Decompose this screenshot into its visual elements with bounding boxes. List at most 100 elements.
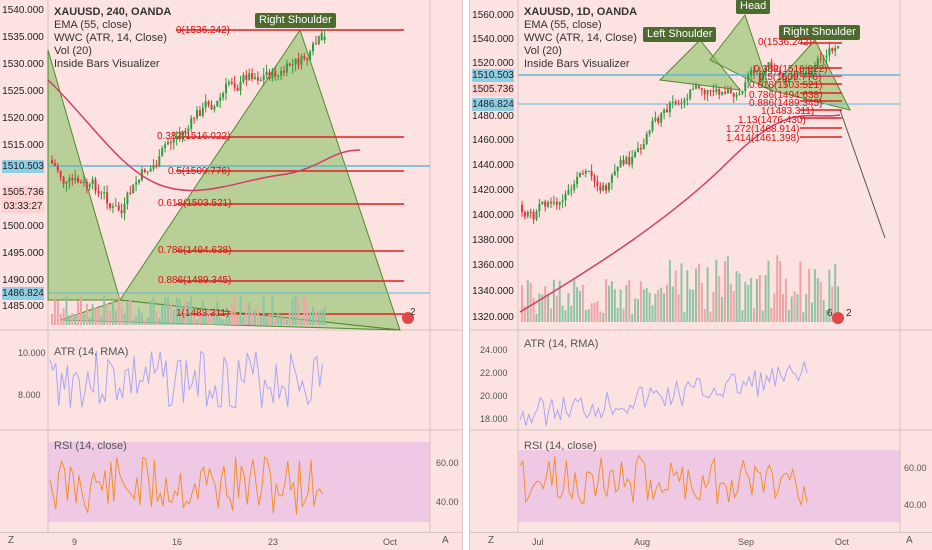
candle-body bbox=[782, 73, 784, 78]
volume-bar bbox=[718, 275, 721, 322]
right-price-tick: 1460.000 bbox=[472, 135, 514, 146]
left-date-tick: 16 bbox=[172, 537, 183, 547]
rsi-band bbox=[518, 450, 900, 522]
volume-bar bbox=[97, 309, 100, 325]
candle-body bbox=[254, 77, 256, 79]
right-vol-label[interactable]: Vol (20) bbox=[524, 45, 562, 57]
right-rsi-label[interactable]: RSI (14, close) bbox=[524, 440, 597, 452]
candle-body bbox=[831, 48, 834, 51]
left-auto-scale-button[interactable]: A bbox=[442, 535, 449, 546]
left-rsi-label[interactable]: RSI (14, close) bbox=[54, 440, 127, 452]
left-vol-label[interactable]: Vol (20) bbox=[54, 45, 92, 57]
candle-body bbox=[634, 151, 637, 157]
right-wwc-label[interactable]: WWC (ATR, 14, Close) bbox=[524, 32, 637, 44]
candle-body bbox=[648, 130, 651, 134]
right-ema-label[interactable]: EMA (55, close) bbox=[524, 19, 602, 31]
left-price-tick: 1500.000 bbox=[2, 221, 44, 232]
candle-body bbox=[564, 194, 567, 201]
left-zoom-button[interactable]: Z bbox=[8, 535, 15, 546]
volume-bar bbox=[700, 282, 703, 322]
volume-bar bbox=[622, 308, 625, 322]
right-ibv-label[interactable]: Inside Bars Visualizer bbox=[524, 58, 630, 70]
left-fib-label: 0.618(1503.521) bbox=[158, 198, 232, 209]
candle-body bbox=[686, 98, 689, 100]
candle-body bbox=[805, 71, 808, 74]
volume-bar bbox=[152, 296, 155, 325]
candle-body bbox=[695, 85, 697, 89]
candle-body bbox=[567, 190, 570, 195]
candle-body bbox=[132, 184, 135, 194]
left-ibv-label[interactable]: Inside Bars Visualizer bbox=[54, 58, 160, 70]
right-atr-label[interactable]: ATR (14, RMA) bbox=[524, 338, 599, 350]
left-ema-label[interactable]: EMA (55, close) bbox=[54, 19, 132, 31]
candle-body bbox=[599, 186, 602, 191]
left-chart-canvas[interactable] bbox=[0, 0, 462, 550]
volume-bar bbox=[268, 313, 271, 325]
candle-body bbox=[828, 48, 831, 56]
candle-body bbox=[178, 134, 181, 137]
right-chart-pane[interactable]: XAUUSD, 1D, OANDA EMA (55, close) WWC (A… bbox=[470, 0, 932, 550]
candle-body bbox=[596, 181, 599, 187]
volume-bar bbox=[813, 269, 816, 322]
candle-body bbox=[753, 69, 755, 74]
candle-body bbox=[161, 148, 164, 157]
left-fib-label: 0(1536.242) bbox=[176, 25, 230, 36]
pane-divider[interactable] bbox=[462, 0, 470, 550]
volume-bar bbox=[668, 260, 671, 322]
left-time-axis[interactable]: Z 9 16 23 Oct A bbox=[0, 532, 462, 550]
volume-bar bbox=[172, 309, 175, 325]
candle-body bbox=[53, 163, 56, 166]
volume-bar bbox=[294, 295, 297, 325]
volume-bar bbox=[245, 302, 248, 325]
volume-bar bbox=[825, 309, 828, 322]
volume-bar bbox=[317, 311, 320, 325]
volume-bar bbox=[576, 287, 579, 322]
volume-bar bbox=[248, 302, 251, 325]
volume-bar bbox=[616, 308, 619, 322]
left-wwc-label[interactable]: WWC (ATR, 14, Close) bbox=[54, 32, 167, 44]
right-fib-label: 0.5(1509.776) bbox=[759, 72, 822, 83]
right-symbol[interactable]: XAUUSD, 1D, OANDA bbox=[524, 6, 638, 18]
volume-bar bbox=[758, 274, 761, 322]
left-chart-pane[interactable]: XAUUSD, 240, OANDA EMA (55, close) WWC (… bbox=[0, 0, 462, 550]
candle-body bbox=[587, 171, 590, 173]
right-zoom-button[interactable]: Z bbox=[488, 535, 495, 546]
right-time-axis[interactable]: Z Jul Aug Sep Oct A bbox=[470, 532, 932, 550]
volume-bar bbox=[689, 289, 692, 322]
volume-bar bbox=[779, 261, 782, 322]
volume-bar bbox=[88, 317, 91, 325]
candle-body bbox=[143, 169, 146, 172]
left-last-price-badge: 1510.503 bbox=[2, 160, 44, 173]
candle-body bbox=[74, 177, 77, 181]
volume-bar bbox=[320, 309, 323, 325]
volume-bar bbox=[164, 297, 167, 325]
volume-bar bbox=[770, 307, 773, 322]
volume-bar bbox=[558, 280, 561, 322]
candle-body bbox=[196, 110, 198, 119]
candle-body bbox=[56, 165, 59, 171]
volume-bar bbox=[103, 295, 106, 325]
candle-body bbox=[314, 43, 317, 45]
event-marker bbox=[832, 312, 844, 324]
candle-body bbox=[91, 179, 94, 185]
volume-bar bbox=[584, 310, 587, 322]
right-price-tick: 1440.000 bbox=[472, 160, 514, 171]
volume-bar bbox=[628, 280, 631, 322]
candle-body bbox=[683, 99, 686, 103]
volume-bar bbox=[523, 306, 526, 322]
candle-body bbox=[123, 203, 126, 214]
candle-body bbox=[535, 211, 538, 220]
volume-bar bbox=[239, 295, 242, 325]
candle-body bbox=[784, 77, 787, 83]
left-atr-label[interactable]: ATR (14, RMA) bbox=[54, 346, 129, 358]
right-auto-scale-button[interactable]: A bbox=[906, 535, 913, 546]
candle-body bbox=[579, 173, 581, 177]
left-symbol[interactable]: XAUUSD, 240, OANDA bbox=[54, 6, 172, 18]
volume-bar bbox=[277, 312, 280, 325]
right-level-badge: 1486.824 bbox=[472, 98, 514, 111]
candle-body bbox=[97, 191, 100, 194]
right-chart-canvas[interactable] bbox=[470, 0, 932, 550]
volume-bar bbox=[764, 275, 767, 322]
right-fib-label: 0.786(1494.638) bbox=[749, 90, 823, 101]
candle-body bbox=[109, 203, 111, 208]
